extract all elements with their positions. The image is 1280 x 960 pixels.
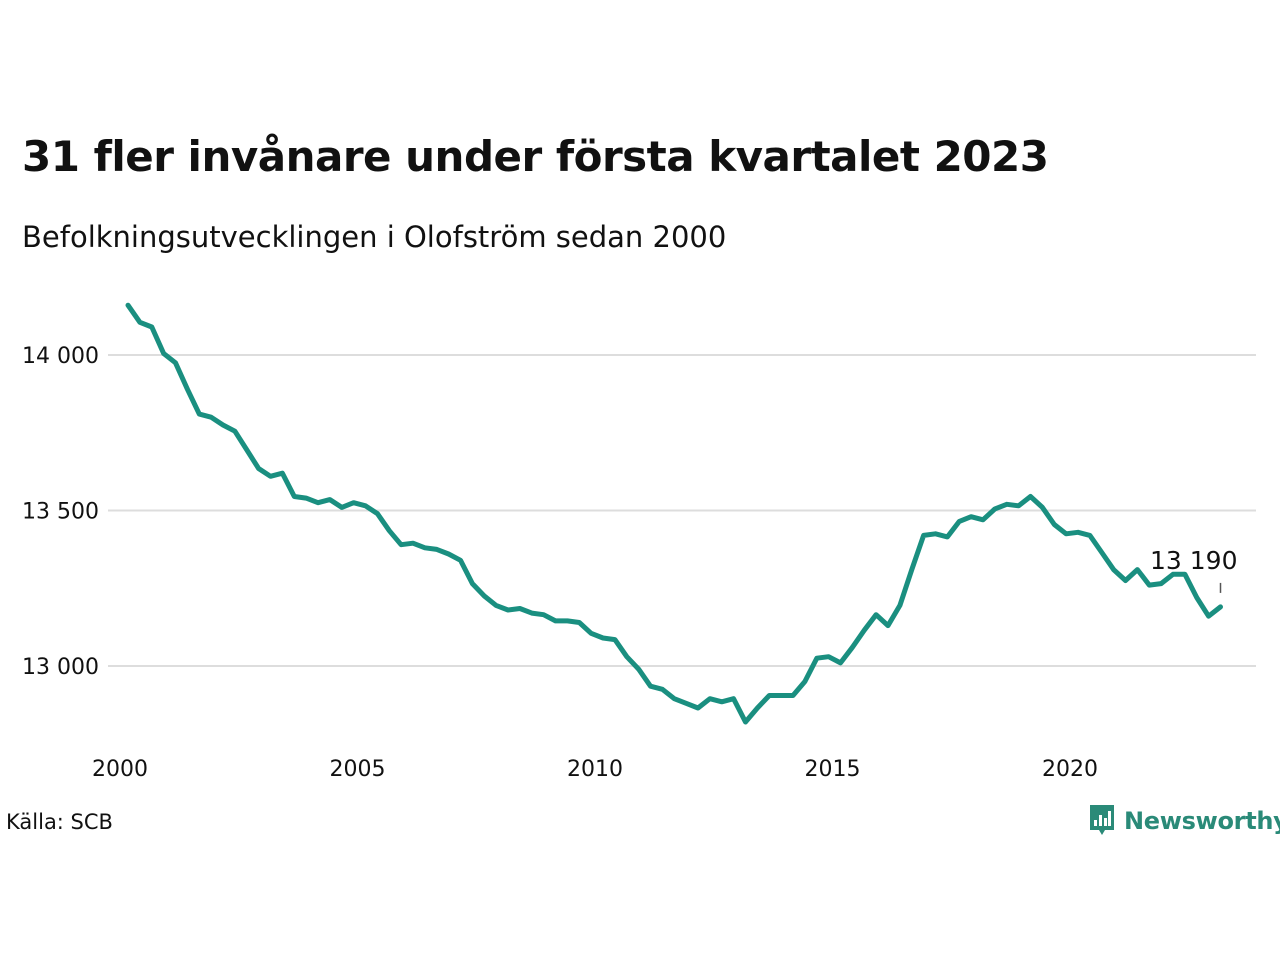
x-tick-label: 2000 <box>92 757 148 782</box>
x-tick-label: 2015 <box>805 757 861 782</box>
source-note: Källa: SCB <box>6 810 113 834</box>
brand-name: Newsworthy <box>1124 807 1280 835</box>
chart-subtitle: Befolkningsutvecklingen i Olofström seda… <box>22 220 727 254</box>
y-tick-label: 13 000 <box>22 655 99 680</box>
x-tick-label: 2005 <box>330 757 386 782</box>
gridlines <box>108 354 1256 667</box>
x-axis-ticks: 2000 2005 2010 2015 2020 <box>92 757 1098 782</box>
series-line <box>125 302 1223 725</box>
y-tick-label: 13 500 <box>22 500 99 525</box>
annotation-label: 13 190 <box>1150 546 1237 575</box>
x-tick-label: 2010 <box>567 757 623 782</box>
y-axis-ticks: 13 000 13 500 14 000 <box>22 344 99 680</box>
x-tick-label: 2020 <box>1042 757 1098 782</box>
series-layer <box>125 302 1223 725</box>
newsworthy-logo[interactable]: Newsworthy <box>1088 803 1280 839</box>
chart-title: 31 fler invånare under första kvartalet … <box>22 132 1049 181</box>
newsworthy-logo-icon <box>1090 805 1114 835</box>
y-tick-label: 14 000 <box>22 344 99 369</box>
annotation-layer: 13 190 <box>1150 546 1238 593</box>
